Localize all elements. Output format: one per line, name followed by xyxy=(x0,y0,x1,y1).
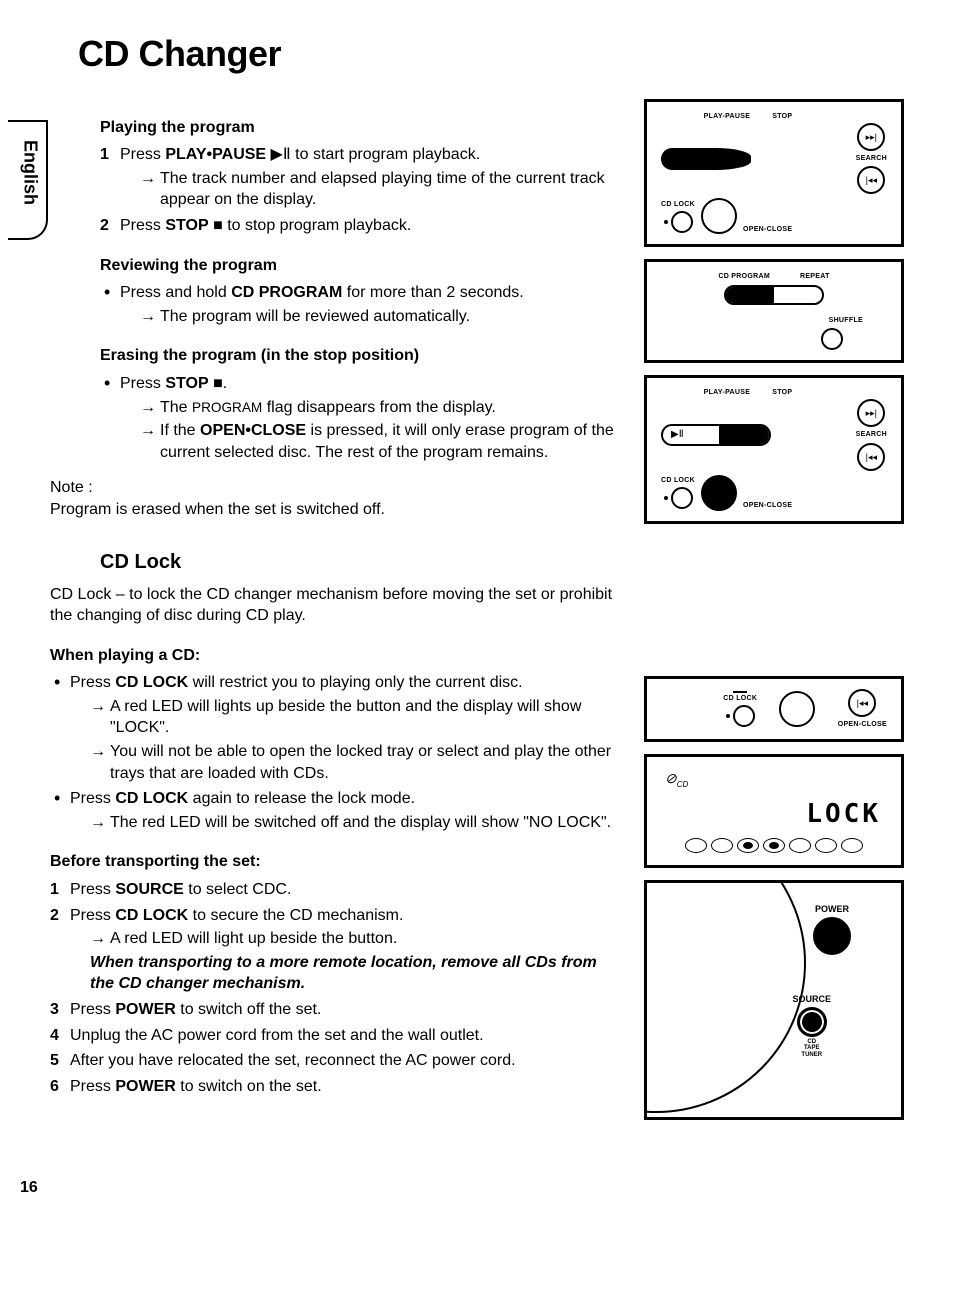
transport-s2: Press CD LOCK to secure the CD mechanism… xyxy=(50,905,619,995)
disc-indicators xyxy=(685,838,863,853)
page-title: CD Changer xyxy=(78,30,904,79)
reviewing-result: The program will be reviewed automatical… xyxy=(120,306,619,328)
lock-display-text: LOCK xyxy=(806,797,881,832)
when-playing-b2: Press CD LOCK again to release the lock … xyxy=(50,788,619,833)
playing-step-1: Press PLAY•PAUSE ▶Ⅱ to start program pla… xyxy=(100,144,619,211)
cdlock-intro: CD Lock – to lock the CD changer mechani… xyxy=(50,584,619,627)
shuffle-button-icon xyxy=(821,328,843,350)
note-label: Note : xyxy=(50,477,619,499)
heading-reviewing: Reviewing the program xyxy=(100,255,619,277)
transport-s1: Press SOURCE to select CDC. xyxy=(50,879,619,901)
play-pause-icon: ▶Ⅱ xyxy=(271,146,291,163)
next-track-icon-2: ▸▸| xyxy=(857,399,885,427)
diagram-play-controls: PLAY-PAUSE STOP ▸▸| SEARCH |◂◂ CD LOCK O… xyxy=(644,99,904,248)
erasing-bullet-1: Press STOP ■. The PROGRAM flag disappear… xyxy=(100,373,619,463)
when-playing-b1-r1: A red LED will lights up beside the butt… xyxy=(70,696,619,739)
playing-step-2: Press STOP ■ to stop program playback. xyxy=(100,215,619,237)
stop-icon: ■ xyxy=(213,217,223,234)
diagram-program-controls: CD PROGRAM REPEAT SHUFFLE xyxy=(644,259,904,362)
diagram-power-source: POWER SOURCE CD TAPE TUNER xyxy=(644,880,904,1120)
heading-before-transport: Before transporting the set: xyxy=(50,851,619,873)
program-repeat-pill xyxy=(724,285,824,305)
heading-playing: Playing the program xyxy=(100,117,619,139)
transport-s4: Unplug the AC power cord from the set an… xyxy=(50,1025,619,1047)
transport-s2-r: A red LED will light up beside the butto… xyxy=(70,928,619,950)
diagram-stop-button xyxy=(661,148,751,170)
heading-cdlock: CD Lock xyxy=(100,549,619,576)
note-block: Note : Program is erased when the set is… xyxy=(50,477,619,520)
page-number: 16 xyxy=(20,1177,619,1199)
source-button-icon xyxy=(797,1007,827,1037)
playing-step-1-result: The track number and elapsed playing tim… xyxy=(120,168,619,211)
power-button-icon xyxy=(813,917,851,955)
language-tab: English xyxy=(18,140,42,205)
reviewing-bullet-1: Press and hold CD PROGRAM for more than … xyxy=(100,282,619,327)
heading-when-playing: When playing a CD: xyxy=(50,645,619,667)
cd-logo-icon: ⊘CD xyxy=(665,769,688,791)
openclose-button-icon xyxy=(701,198,737,234)
transport-s5: After you have relocated the set, reconn… xyxy=(50,1050,619,1072)
diagram-cdlock-small: CD LOCK |◂◂ OPEN-CLOSE xyxy=(644,676,904,742)
note-text: Program is erased when the set is switch… xyxy=(50,499,619,521)
when-playing-b2-r1: The red LED will be switched off and the… xyxy=(70,812,619,834)
prev-track-icon: |◂◂ xyxy=(857,166,885,194)
transport-s2-em: When transporting to a more remote locat… xyxy=(70,952,619,995)
diagram-lock-display: ⊘CD LOCK xyxy=(644,754,904,868)
erasing-result-1: The PROGRAM flag disappears from the dis… xyxy=(120,397,619,419)
openclose-button-icon-2 xyxy=(701,475,737,511)
transport-s3: Press POWER to switch off the set. xyxy=(50,999,619,1021)
diagram-play-controls-2: PLAY-PAUSE STOP ▶Ⅱ ▸▸| SEARCH |◂◂ CD L xyxy=(644,375,904,524)
when-playing-b1: Press CD LOCK will restrict you to playi… xyxy=(50,672,619,784)
transport-s6: Press POWER to switch on the set. xyxy=(50,1076,619,1098)
next-track-icon: ▸▸| xyxy=(857,123,885,151)
cdlock-button-icon xyxy=(671,211,693,233)
erasing-result-2: If the OPEN•CLOSE is pressed, it will on… xyxy=(120,420,619,463)
when-playing-b1-r2: You will not be able to open the locked … xyxy=(70,741,619,784)
heading-erasing: Erasing the program (in the stop positio… xyxy=(100,345,619,367)
stop-icon-2: ■ xyxy=(213,375,223,392)
prev-track-icon-2: |◂◂ xyxy=(857,443,885,471)
